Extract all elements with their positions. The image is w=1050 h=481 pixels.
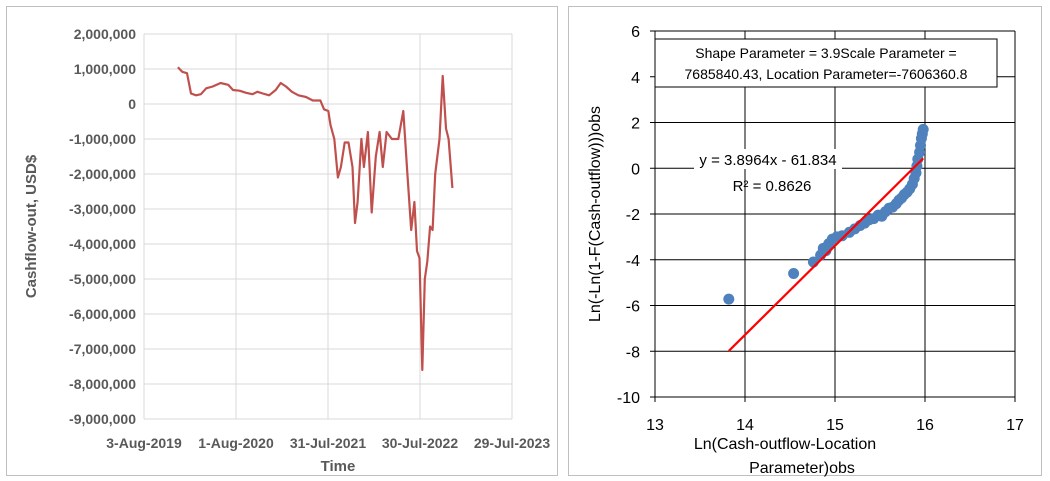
y-tick-label: 2,000,000 xyxy=(74,26,136,42)
y-tick-label: 0 xyxy=(631,161,640,178)
scatter-point xyxy=(723,293,735,305)
y-tick-label: 4 xyxy=(631,70,640,87)
y-tick-label: -10 xyxy=(617,390,640,407)
y-axis-title: Ln(-Ln(1-F(Cash-outflow)))obs xyxy=(587,106,604,322)
y-tick-label: -6,000,000 xyxy=(69,306,136,322)
y-tick-label: 0 xyxy=(128,96,136,112)
x-tick-label: 13 xyxy=(646,417,664,434)
cashflow-line-chart-panel: 2,000,000 1,000,000 0 -1,000,000 -2,000,000 -… xyxy=(6,6,558,476)
cashflow-series-line xyxy=(177,66,454,372)
x-tick-label: 30-Jul-2022 xyxy=(382,435,458,451)
x-axis-title: Time xyxy=(321,458,356,475)
x-tick-label: 31-Jul-2021 xyxy=(290,435,366,451)
y-tick-label: -7,000,000 xyxy=(69,341,136,357)
y-tick-label: -6 xyxy=(626,299,640,316)
y-tick-label: 6 xyxy=(631,24,640,41)
x-tick-label: 1-Aug-2020 xyxy=(198,435,274,451)
trendline-equation: y = 3.8964x - 61.834 xyxy=(699,152,836,169)
y-tick-label: -2 xyxy=(626,207,640,224)
x-tick-label: 16 xyxy=(916,417,934,434)
x-tick-label: 15 xyxy=(826,417,844,434)
scatter-point xyxy=(788,267,800,279)
y-tick-label: -4 xyxy=(626,253,640,270)
scatter-point xyxy=(917,123,929,135)
y-tick-label: -9,000,000 xyxy=(69,411,136,427)
y-tick-label: 1,000,000 xyxy=(74,61,136,77)
x-tick-label: 29-Jul-2023 xyxy=(474,435,550,451)
x-axis-title-line-1: Ln(Cash-outflow-Location xyxy=(694,436,876,453)
parameter-annotation-box xyxy=(654,38,998,88)
y-tick-label: 2 xyxy=(631,116,640,133)
trendline-r-squared: R² = 0.8626 xyxy=(733,178,812,195)
y-tick-label: -8 xyxy=(626,344,640,361)
parameter-annotation-line-2: 7685840.43, Location Parameter=-7606360.… xyxy=(685,66,968,82)
weibull-scatter-chart-panel: 6 4 2 0 -2 -4 -6 -8 -10 13 14 15 16 17 Shape Paramet… xyxy=(568,6,1042,477)
x-tick-label: 3-Aug-2019 xyxy=(106,435,182,451)
y-tick-label: -4,000,000 xyxy=(69,236,136,252)
x-tick-label: 14 xyxy=(736,417,754,434)
y-tick-label: -8,000,000 xyxy=(69,376,136,392)
y-tick-label: -5,000,000 xyxy=(69,271,136,287)
trendline xyxy=(728,157,924,352)
x-axis-title-line-2: Parameter)obs xyxy=(749,460,855,477)
parameter-annotation-line-1: Shape Parameter = 3.9Scale Parameter = xyxy=(695,45,956,61)
cashflow-line-chart: 2,000,000 1,000,000 0 -1,000,000 -2,000,000 -… xyxy=(23,26,550,475)
y-tick-label: -1,000,000 xyxy=(69,131,136,147)
y-tick-label: -2,000,000 xyxy=(69,166,136,182)
y-axis-title: Cashflow-out, USD$ xyxy=(23,154,40,298)
y-tick-label: -3,000,000 xyxy=(69,201,136,217)
weibull-scatter-chart: 6 4 2 0 -2 -4 -6 -8 -10 13 14 15 16 17 Shape Paramet… xyxy=(587,24,1024,477)
x-tick-label: 17 xyxy=(1006,417,1024,434)
